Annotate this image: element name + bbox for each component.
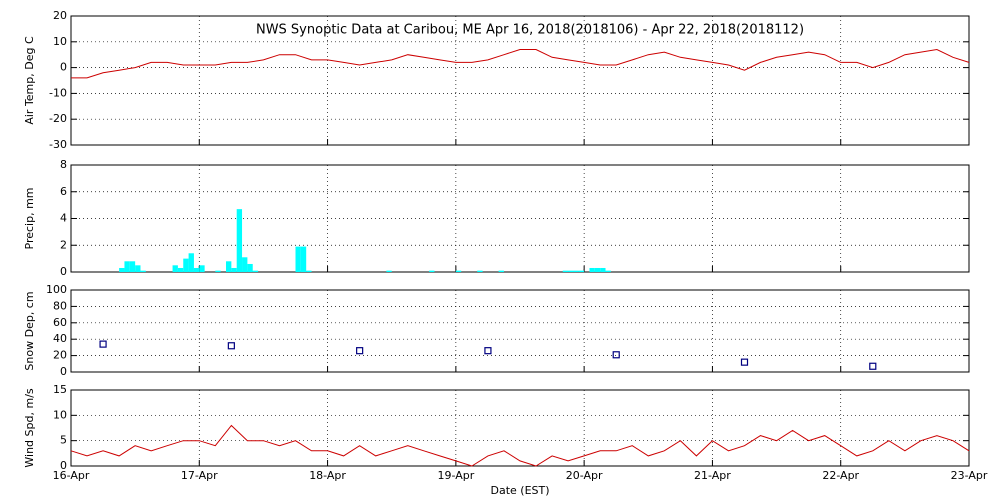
y-tick-label: 80 <box>53 299 67 312</box>
y-axis-label: Air Temp, Deg C <box>23 36 36 125</box>
bar <box>594 267 601 272</box>
bar <box>124 261 130 272</box>
y-tick-label: 10 <box>53 408 67 421</box>
y-axis-label: Snow Dep, cm <box>23 291 36 370</box>
y-tick-label: 15 <box>53 383 67 396</box>
chart-title: NWS Synoptic Data at Caribou, ME Apr 16,… <box>256 23 804 38</box>
y-tick-label: 20 <box>53 9 67 22</box>
y-tick-label: 10 <box>53 35 67 48</box>
bar <box>589 267 595 272</box>
y-tick-label: 8 <box>60 158 67 171</box>
y-tick-label: -20 <box>49 112 67 125</box>
bar <box>193 267 200 272</box>
bar <box>498 270 504 272</box>
bar <box>242 257 248 272</box>
bar <box>247 263 253 272</box>
y-tick-label: 4 <box>60 212 67 225</box>
x-tick-label: 16-Apr <box>53 469 90 482</box>
x-tick-label: 21-Apr <box>694 469 731 482</box>
panel: -30 -20 -10 0 10 20 Air Temp, Deg C NWS Synopti… <box>23 9 970 151</box>
bar <box>578 270 585 272</box>
bar <box>306 270 312 272</box>
point <box>612 351 620 359</box>
panel: 0 5 10 15 16-Apr 17-Apr 18-Apr 19-Apr 20-Apr 21-A… <box>23 383 988 497</box>
x-tick-label: 19-Apr <box>437 469 474 482</box>
bar <box>568 270 574 272</box>
y-tick-label: 40 <box>53 332 67 345</box>
bar <box>226 261 232 272</box>
y-tick-label: 20 <box>53 349 67 362</box>
bar <box>429 270 435 272</box>
x-tick-label: 17-Apr <box>181 469 218 482</box>
y-tick-label: 6 <box>60 185 67 198</box>
bar <box>231 267 237 272</box>
bar <box>140 270 146 272</box>
bar <box>562 270 569 272</box>
point <box>99 340 107 348</box>
y-tick-label: 60 <box>53 316 67 329</box>
bar <box>455 270 462 272</box>
data-line <box>70 424 970 467</box>
bar <box>129 261 136 272</box>
bar <box>119 267 125 272</box>
point <box>484 347 492 355</box>
bar <box>295 246 301 272</box>
x-tick-label: 23-Apr <box>951 469 988 482</box>
bar <box>477 270 483 272</box>
bar <box>172 265 178 272</box>
panel: 0 20 40 60 80 100 Snow Dep, cm <box>23 283 970 378</box>
y-axis-label: Wind Spd, m/s <box>23 388 36 468</box>
data-line <box>71 48 970 79</box>
x-tick-label: 18-Apr <box>309 469 346 482</box>
y-tick-label: 0 <box>60 365 67 378</box>
x-tick-label: 22-Apr <box>822 469 859 482</box>
y-tick-label: 0 <box>60 61 67 74</box>
bar <box>600 267 606 272</box>
y-tick-label: -30 <box>49 138 67 151</box>
y-axis-label: Precip, mm <box>23 188 36 250</box>
plot-frame <box>70 389 970 467</box>
x-axis-label: Date (EST) <box>490 484 549 497</box>
y-tick-label: 2 <box>60 238 67 251</box>
y-tick-label: -10 <box>49 86 67 99</box>
y-tick-label: 0 <box>60 265 67 278</box>
bar <box>605 270 611 272</box>
bar <box>573 270 579 272</box>
point <box>869 362 877 370</box>
bar <box>188 253 194 272</box>
bar <box>252 270 259 272</box>
bar <box>183 258 189 272</box>
point <box>740 358 749 366</box>
bar <box>199 265 205 272</box>
bar <box>135 265 141 272</box>
bar <box>236 209 243 272</box>
x-tick-label: 20-Apr <box>566 469 603 482</box>
bar <box>177 267 184 272</box>
y-tick-label: 0 <box>60 459 67 472</box>
plot-frame <box>70 289 970 373</box>
point <box>356 347 364 355</box>
y-tick-label: 5 <box>60 434 67 447</box>
point <box>227 342 235 350</box>
bar <box>386 270 392 272</box>
panel: 0 2 4 6 8 Precip, mm <box>23 158 970 278</box>
bar <box>215 270 221 272</box>
bar <box>300 246 307 272</box>
y-tick-label: 100 <box>46 283 67 296</box>
